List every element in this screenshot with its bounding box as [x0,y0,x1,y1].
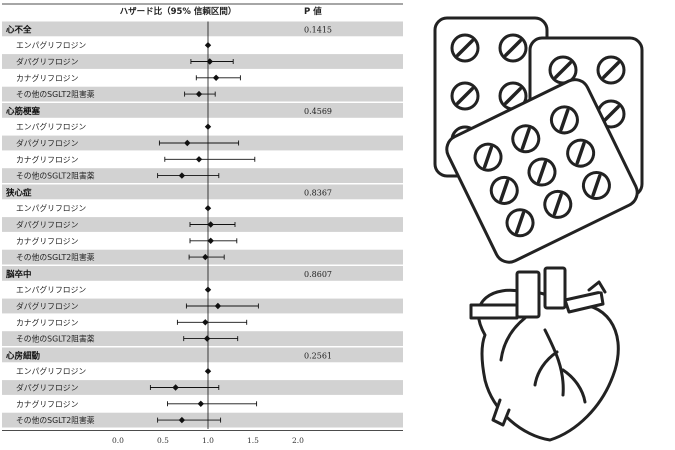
drug-label: カナグリフロジン [16,236,79,246]
pill-icon [505,208,535,238]
drug-label: カナグリフロジン [16,154,79,164]
drug-label: エンパグリフロジン [16,366,86,376]
hr-point [178,172,186,179]
drug-label: その他のSGLT2阻害薬 [16,89,95,99]
header-hr-label: ハザード比（95% 信頼区間） [120,6,237,17]
pill-icon [489,175,519,205]
drug-label: エンパグリフロジン [16,40,86,50]
hr-point [197,400,204,407]
forest-rows: 心不全 0.1415エンパグリフロジンダパグリフロジンカナグリフロジンその他のSG… [2,21,403,428]
hr-point [202,253,209,261]
pill-icon [527,157,557,187]
group-p-value: 0.2561 [304,352,332,361]
x-tick-label: 1.5 [247,436,259,445]
group-label: 脳卒中 [5,269,32,280]
pill-icon [498,33,528,63]
hr-point [202,319,209,326]
pill-icon [543,189,573,219]
x-tick-label: 2.0 [292,436,304,445]
hr-point [172,384,179,391]
hr-point [184,139,191,147]
pill-grid-front [473,105,611,238]
group-band [2,103,403,118]
drug-label: その他のSGLT2阻害薬 [16,415,95,425]
drug-label: ダパグリフロジン [16,383,79,393]
drug-label: その他のSGLT2阻害薬 [16,171,95,181]
drug-label: ダパグリフロジン [16,220,79,230]
group-label: 狭心症 [5,188,32,199]
pill-icon [549,105,579,135]
group-band [2,347,403,363]
pill-icon [473,142,503,172]
drug-label: カナグリフロジン [16,73,79,83]
group-p-value: 0.8607 [304,270,332,279]
drug-label: エンパグリフロジン [16,122,86,132]
hr-point [214,302,222,310]
hr-point [195,156,203,163]
x-tick-label: 1.0 [202,436,214,445]
x-tick-label: 0.5 [157,436,169,445]
group-band [2,266,403,281]
pill-icon [450,81,480,111]
group-label: 心房細動 [6,351,41,362]
drug-label: ダパグリフロジン [16,57,79,67]
drug-label: ダパグリフロジン [16,138,79,148]
hr-point [212,74,220,81]
group-band [2,21,403,37]
forest-plot: ハザード比（95% 信頼区間） P 値 心不全 0.1415 エンパグリフロジンダパ… [2,3,403,445]
pill-icon [566,138,596,168]
pill-icon [596,55,626,85]
header-p-label: P 値 [304,6,322,17]
pill-blister-packs-icon [433,16,644,264]
pill-icon [511,124,541,154]
hr-point [203,335,211,342]
illustration-panel [433,16,644,442]
drug-label: その他のSGLT2阻害薬 [16,252,95,262]
hr-point [195,90,203,98]
drug-label: カナグリフロジン [16,317,79,327]
x-axis-ticks: 0.0 0.5 1.0 1.5 2.0 [2,430,403,445]
hr-point [178,416,186,424]
group-band [2,184,403,200]
pill-icon [581,171,611,201]
drug-label: ダパグリフロジン [16,301,79,311]
group-label: 心不全 [6,25,32,36]
drug-label: エンパグリフロジン [16,203,86,213]
group-p-value: 0.8367 [304,189,332,198]
drug-label: その他のSGLT2阻害薬 [16,334,95,344]
group-label: 心筋梗塞 [6,106,41,117]
group-p-value: 0.4569 [304,107,332,116]
hr-point [207,237,214,244]
hr-point [207,221,214,228]
drug-label: カナグリフロジン [16,399,79,409]
x-tick-label: 0.0 [112,436,124,445]
heart-icon [469,266,620,442]
pill-icon [450,33,480,63]
group-p-value: 0.1415 [304,26,332,35]
drug-label: エンパグリフロジン [16,285,86,295]
